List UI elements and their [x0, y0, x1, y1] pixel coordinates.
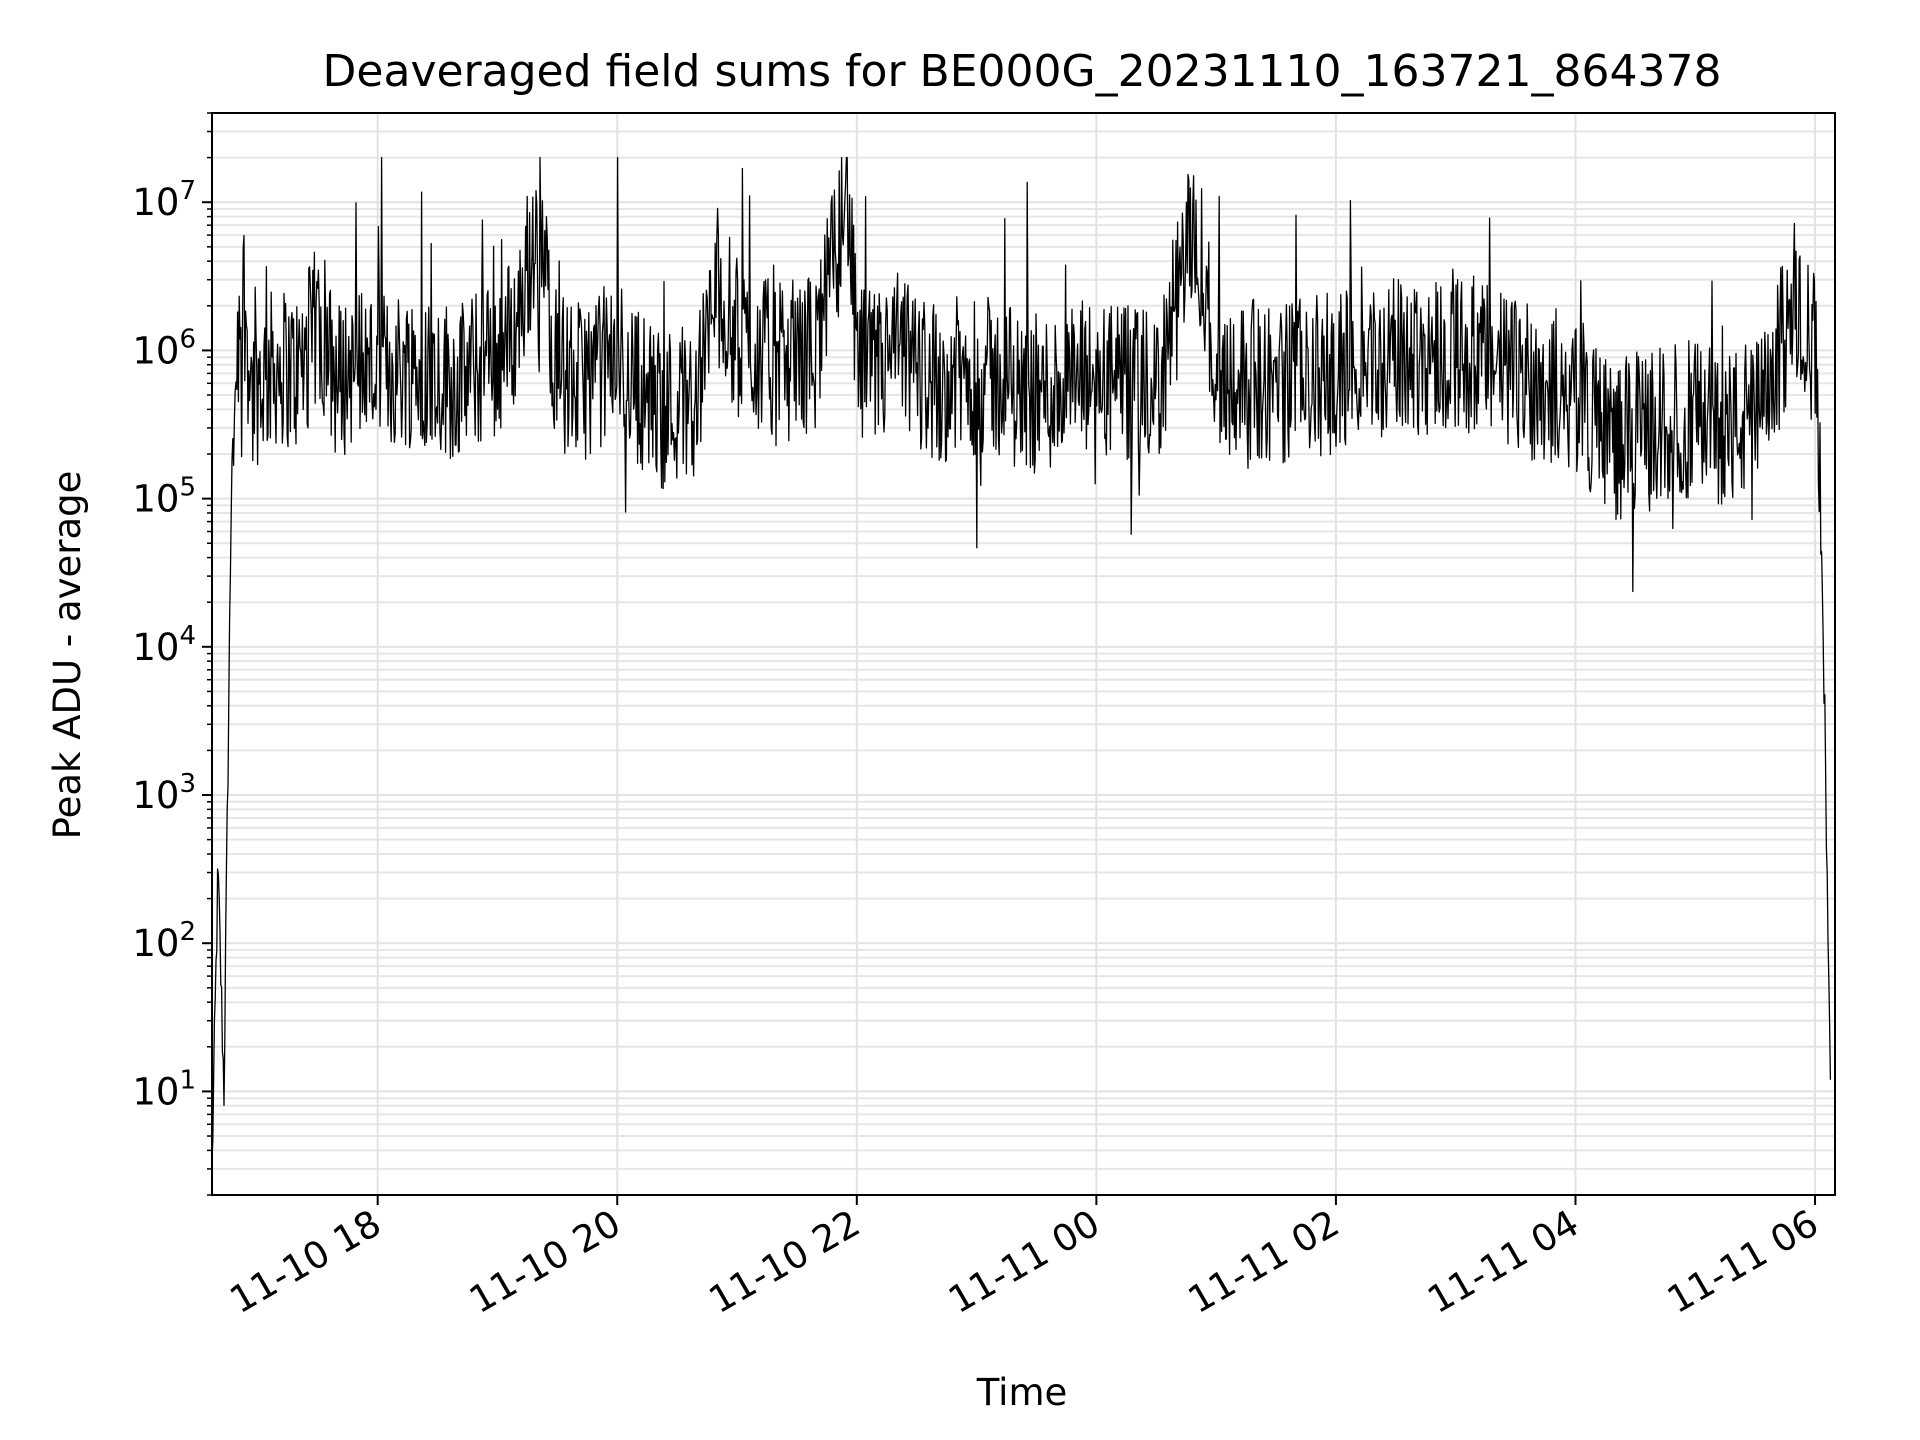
y-axis: 101 102 103 104 105 106 107 [132, 112, 212, 1196]
data-series [211, 156, 1832, 1160]
y-axis-label: Peak ADU - average [46, 471, 89, 840]
x-tick-label: 11-10 18 [223, 1202, 389, 1322]
chart-title: Deaveraged field sums for BE000G_2023111… [323, 46, 1722, 97]
x-tick-label: 11-10 20 [462, 1202, 628, 1322]
x-tick-label: 11-11 02 [1181, 1202, 1347, 1322]
x-axis-label: Time [976, 1371, 1068, 1414]
series-line-0 [211, 156, 1832, 1160]
y-tick-label: 104 [132, 621, 196, 669]
grid [212, 112, 1835, 1196]
y-tick-label: 102 [132, 917, 196, 965]
x-tick-label: 11-10 22 [702, 1202, 868, 1322]
x-axis: 11-10 18 11-10 20 11-10 22 11-11 00 11-11 02… [223, 1195, 1826, 1322]
y-tick-label: 103 [132, 769, 196, 817]
x-tick-label: 11-11 06 [1660, 1202, 1826, 1322]
y-tick-label: 105 [132, 473, 196, 521]
x-tick-label: 11-11 04 [1420, 1202, 1586, 1322]
y-tick-label: 107 [132, 176, 196, 224]
y-tick-label: 106 [132, 324, 196, 372]
x-tick-label: 11-11 00 [941, 1202, 1107, 1322]
y-tick-label: 101 [132, 1065, 196, 1113]
